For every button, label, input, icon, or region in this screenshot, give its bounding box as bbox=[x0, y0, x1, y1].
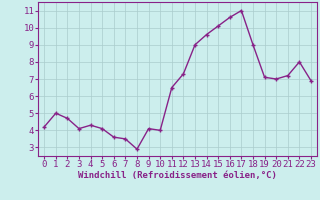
X-axis label: Windchill (Refroidissement éolien,°C): Windchill (Refroidissement éolien,°C) bbox=[78, 171, 277, 180]
